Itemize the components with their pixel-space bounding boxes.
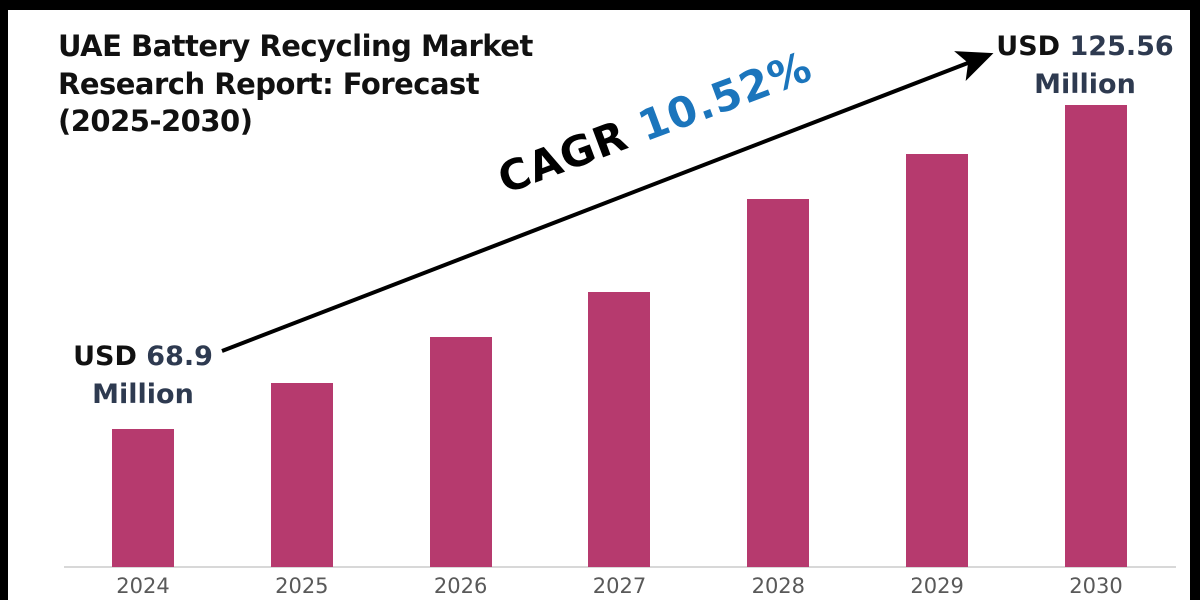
chart-title-line-1: UAE Battery Recycling Market <box>58 29 533 63</box>
bar-2025 <box>270 383 333 567</box>
x-tick-2026: 2026 <box>433 574 488 598</box>
bar-2027 <box>588 292 651 567</box>
frame-border-right <box>1190 0 1200 600</box>
chart-title-line-3: (2025-2030) <box>58 104 253 139</box>
bar-2026 <box>429 337 492 567</box>
value-label-2030: USD 125.56 Million <box>969 28 1200 104</box>
value-label-2024-line1: USD 68.9 <box>27 338 259 376</box>
x-tick-2025: 2025 <box>275 574 329 598</box>
value-text: 68.9 <box>146 341 213 372</box>
unit-text: Million <box>92 378 194 410</box>
x-axis-line <box>64 566 1176 568</box>
chart-title: UAE Battery Recycling Market Research Re… <box>58 28 538 141</box>
currency-text: USD <box>996 31 1061 62</box>
bar-2028 <box>747 199 810 567</box>
bar-2030 <box>1064 105 1127 567</box>
value-text: 125.56 <box>1069 31 1174 62</box>
unit-text: Million <box>1034 68 1136 100</box>
value-label-2030-line1: USD 125.56 <box>969 28 1200 66</box>
x-tick-2024: 2024 <box>116 574 170 598</box>
frame-border-left <box>0 0 8 600</box>
value-label-2024: USD 68.9 Million <box>27 338 259 414</box>
bar-2029 <box>906 154 969 567</box>
chart-title-line-2: Research Report: Forecast <box>58 66 480 101</box>
x-tick-2028: 2028 <box>751 574 806 598</box>
frame-border-top <box>0 0 1200 10</box>
x-tick-2027: 2027 <box>592 574 647 598</box>
bar-2024 <box>112 429 174 567</box>
x-tick-2029: 2029 <box>910 574 964 598</box>
currency-text: USD <box>73 341 137 372</box>
x-tick-2030: 2030 <box>1069 574 1123 598</box>
